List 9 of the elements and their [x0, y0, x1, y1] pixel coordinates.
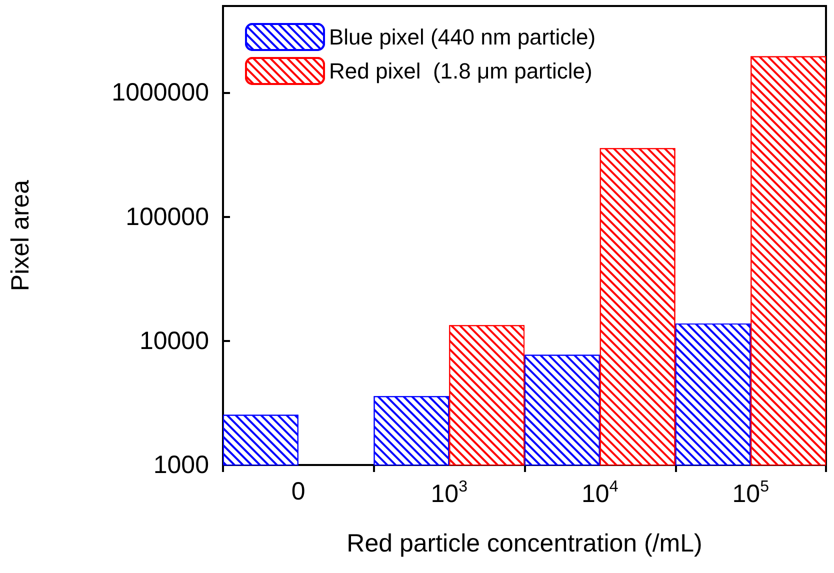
legend-label: Red pixel (1.8 μm particle): [329, 58, 592, 84]
y-axis-title: Pixel area: [6, 180, 34, 292]
legend-label: Blue pixel (440 nm particle): [329, 24, 596, 50]
x-tick-label: 0: [291, 478, 306, 506]
y-tick-label: 1000000: [112, 78, 209, 107]
x-axis-title: Red particle concentration (/mL): [346, 530, 702, 558]
y-tick-label: 100000: [126, 202, 209, 231]
y-tick-label: 10000: [139, 326, 209, 355]
y-tick-label: 1000: [153, 451, 209, 479]
